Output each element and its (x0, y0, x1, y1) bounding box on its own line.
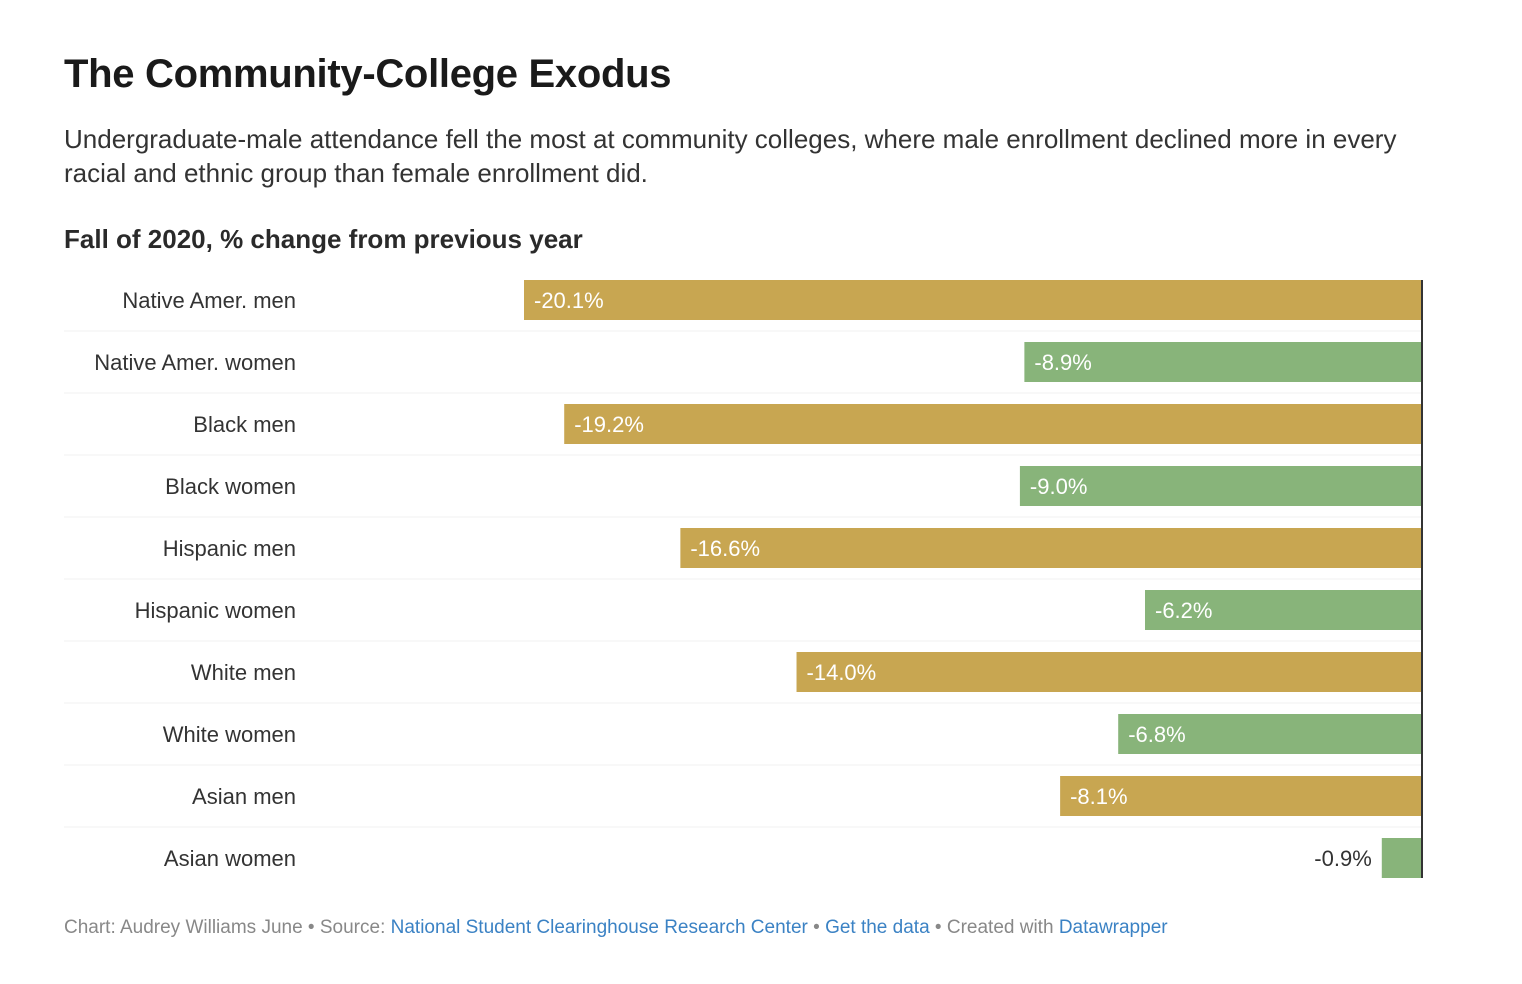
chart-unit-label: Fall of 2020, % change from previous yea… (64, 224, 583, 254)
bar-value-label: -9.0% (1030, 474, 1087, 499)
bar-value-label: -19.2% (574, 412, 644, 437)
datawrapper-link[interactable]: Datawrapper (1058, 917, 1168, 938)
chart-subtitle: Undergraduate-male attendance fell the m… (64, 124, 1397, 188)
footer-chart-prefix: Chart: (64, 917, 120, 938)
footer-separator: • (302, 917, 320, 938)
category-label: Hispanic men (163, 536, 296, 561)
category-label: White men (191, 660, 296, 685)
bar-value-label: -6.2% (1155, 598, 1212, 623)
bar-value-label: -16.6% (690, 536, 760, 561)
footer-author: Audrey Williams June (119, 917, 303, 938)
bar (1060, 776, 1422, 816)
chart-footer: Chart: Audrey Williams June • Source: Na… (64, 917, 1168, 939)
bar (1145, 590, 1422, 630)
source-link[interactable]: National Student Clearinghouse Research … (390, 917, 808, 938)
footer-created-prefix: Created with (946, 917, 1059, 938)
bar (564, 404, 1422, 444)
category-label: Asian women (164, 846, 296, 871)
bar (1024, 342, 1422, 382)
bar (1118, 714, 1422, 754)
bar (1019, 466, 1422, 506)
footer-separator: • (929, 917, 947, 938)
bar-value-label: -6.8% (1128, 722, 1185, 747)
bar-value-label: -14.0% (807, 660, 877, 685)
category-label: Native Amer. women (94, 350, 296, 375)
bar-value-label: -20.1% (534, 288, 604, 313)
get-data-link[interactable]: Get the data (825, 917, 930, 938)
bar-value-label: -8.1% (1070, 784, 1127, 809)
category-label: Hispanic women (135, 598, 296, 623)
category-label: Asian men (192, 784, 296, 809)
category-label: Native Amer. men (122, 288, 296, 313)
bar-value-label: -0.9% (1314, 846, 1371, 871)
chart-title: The Community-College Exodus (64, 52, 672, 96)
category-label: Black women (165, 474, 296, 499)
bar (524, 280, 1422, 320)
bar (680, 528, 1422, 568)
category-label: Black men (193, 412, 296, 437)
footer-separator: • (807, 917, 826, 938)
category-label: White women (163, 722, 296, 747)
footer-source-prefix: Source: (319, 917, 391, 938)
bar-value-label: -8.9% (1034, 350, 1091, 375)
bar (796, 652, 1422, 692)
bar (1381, 838, 1422, 878)
